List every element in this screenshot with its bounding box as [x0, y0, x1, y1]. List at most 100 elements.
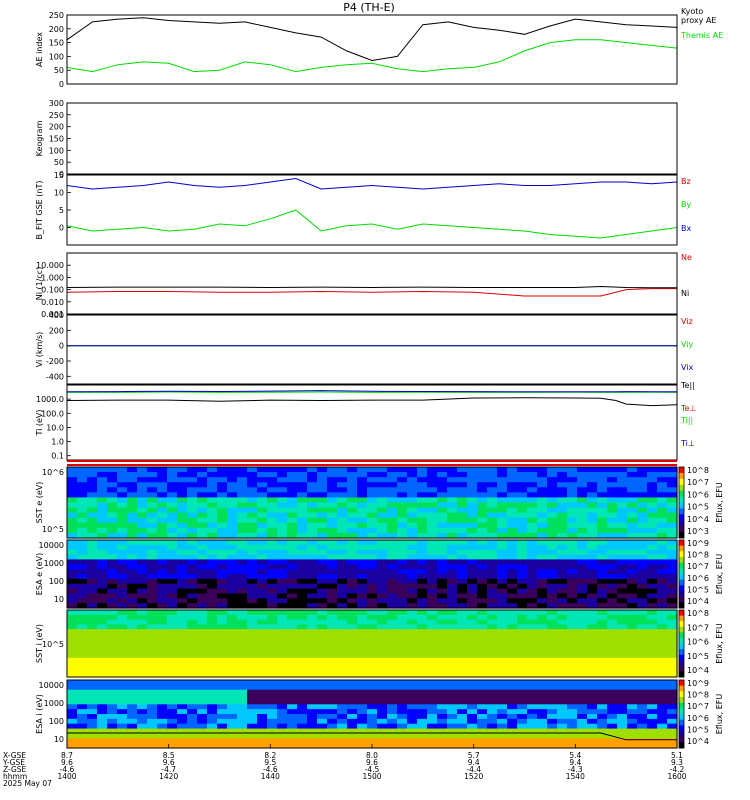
- heat-cell: [387, 704, 398, 710]
- y-tick-label: 10000: [39, 541, 64, 550]
- heat-cell: [667, 527, 678, 534]
- heat-cell: [377, 704, 388, 710]
- heat-cell: [597, 559, 608, 565]
- heat-cell: [437, 643, 448, 649]
- heat-cell: [297, 507, 308, 514]
- heat-cell: [617, 684, 628, 691]
- heat-cell: [507, 603, 518, 609]
- heat-cell: [137, 564, 148, 570]
- heat-cell: [137, 549, 148, 556]
- heat-cell: [617, 689, 628, 696]
- heat-cell: [627, 497, 638, 504]
- colorbar-segment: [679, 714, 684, 721]
- y-tick-label: 150: [49, 135, 64, 144]
- heat-cell: [517, 564, 528, 570]
- heat-cell: [417, 680, 428, 686]
- heat-cell: [97, 629, 108, 635]
- heat-cell: [247, 723, 258, 730]
- heat-cell: [147, 564, 158, 570]
- heat-cell: [277, 680, 288, 686]
- heat-cell: [537, 723, 548, 730]
- heat-cell: [487, 578, 498, 585]
- heat-cell: [657, 564, 668, 570]
- heat-cell: [327, 694, 338, 701]
- heat-cell: [197, 709, 208, 715]
- heat-cell: [247, 482, 258, 488]
- heat-cell: [397, 718, 408, 725]
- heat-cell: [517, 593, 528, 599]
- heat-cell: [377, 522, 388, 529]
- heat-cell: [397, 704, 408, 710]
- heat-cell: [537, 467, 548, 473]
- heat-cell: [537, 517, 548, 524]
- heat-cell: [207, 522, 218, 529]
- heat-cell: [317, 743, 328, 749]
- colorbar-tick-label: 10^5: [687, 585, 709, 594]
- heat-cell: [537, 522, 548, 529]
- heat-cell: [457, 527, 468, 534]
- heat-cell: [557, 512, 568, 519]
- heat-cell: [657, 633, 668, 640]
- heat-cell: [267, 743, 278, 749]
- heat-cell: [297, 512, 308, 519]
- heat-cell: [607, 574, 618, 580]
- heat-cell: [197, 564, 208, 570]
- heat-cell: [487, 653, 498, 659]
- heat-cell: [617, 619, 628, 625]
- x-tick-label-xgse: 5.1: [671, 751, 683, 760]
- heat-cell: [657, 497, 668, 504]
- heat-cell: [277, 472, 288, 478]
- heat-cell: [517, 578, 528, 585]
- heat-cell: [317, 472, 328, 478]
- heat-cell: [87, 527, 98, 534]
- heat-cell: [457, 624, 468, 630]
- heat-cell: [187, 467, 198, 473]
- heat-cell: [307, 578, 318, 585]
- heat-cell: [477, 527, 488, 534]
- heat-cell: [627, 619, 638, 625]
- heat-cell: [427, 689, 438, 696]
- heat-cell: [257, 512, 268, 519]
- heat-cell: [247, 467, 258, 473]
- heat-cell: [137, 723, 148, 730]
- x-tick-label-xgse: 5.4: [569, 751, 581, 760]
- heat-cell: [587, 662, 598, 669]
- x-tick-label-zgse: -4.6: [263, 765, 278, 774]
- heat-cell: [317, 564, 328, 570]
- heat-cell: [447, 624, 458, 630]
- heat-cell: [497, 497, 508, 504]
- heat-cell: [657, 492, 668, 499]
- heat-cell: [77, 540, 88, 546]
- heat-cell: [287, 540, 298, 546]
- heat-cell: [237, 633, 248, 640]
- heat-cell: [517, 709, 528, 715]
- heat-cell: [237, 502, 248, 509]
- series-label: Bx: [681, 224, 691, 233]
- heat-cell: [637, 482, 648, 488]
- heat-cell: [167, 522, 178, 529]
- heat-cell: [587, 588, 598, 595]
- heat-cell: [97, 714, 108, 720]
- heat-cell: [527, 564, 538, 570]
- heat-cell: [317, 497, 328, 504]
- heat-cell: [657, 512, 668, 519]
- heat-cell: [527, 619, 538, 625]
- heat-cell: [437, 578, 448, 585]
- heat-cell: [587, 467, 598, 473]
- heat-cell: [347, 492, 358, 499]
- heat-cell: [557, 477, 568, 483]
- heat-cell: [77, 733, 88, 739]
- heat-cell: [227, 603, 238, 609]
- heat-cell: [487, 672, 498, 678]
- heat-cell: [137, 657, 148, 664]
- heat-cell: [417, 559, 428, 565]
- heat-cell: [377, 569, 388, 575]
- heat-cell: [157, 583, 168, 590]
- x-tick-label-hhmm: 1500: [362, 772, 381, 781]
- heat-cell: [627, 694, 638, 701]
- heat-cell: [177, 738, 188, 744]
- heat-cell: [77, 522, 88, 529]
- heat-cell: [237, 733, 248, 739]
- heat-cell: [527, 694, 538, 701]
